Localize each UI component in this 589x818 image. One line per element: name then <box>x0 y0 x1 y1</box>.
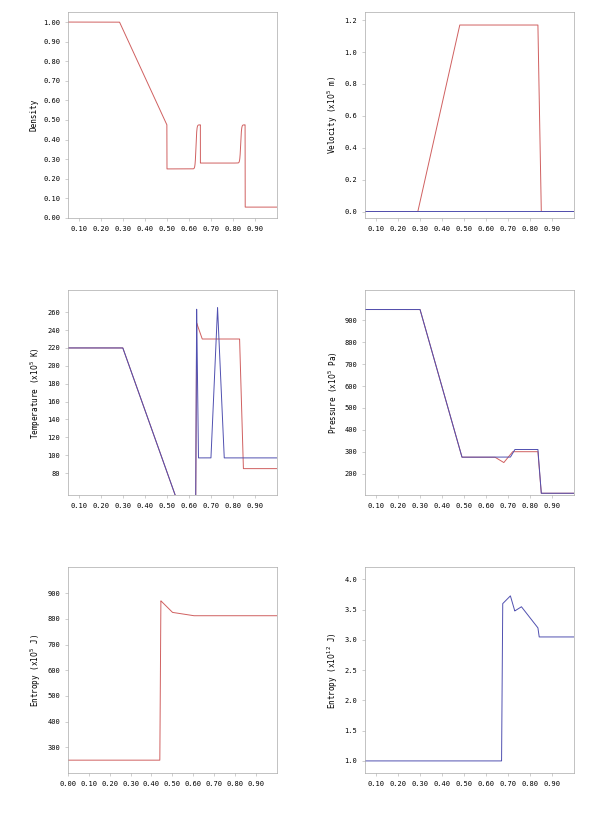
Y-axis label: Temperature (x$10^5$ K): Temperature (x$10^5$ K) <box>29 347 43 438</box>
Y-axis label: Density: Density <box>30 99 39 131</box>
Y-axis label: Entropy (x$10^{12}$ J): Entropy (x$10^{12}$ J) <box>326 631 340 708</box>
Y-axis label: Velocity (x$10^5$ m): Velocity (x$10^5$ m) <box>326 76 340 154</box>
Y-axis label: Entropy (x$10^5$ J): Entropy (x$10^5$ J) <box>29 633 43 707</box>
Y-axis label: Pressure (x$10^5$ Pa): Pressure (x$10^5$ Pa) <box>327 351 340 434</box>
